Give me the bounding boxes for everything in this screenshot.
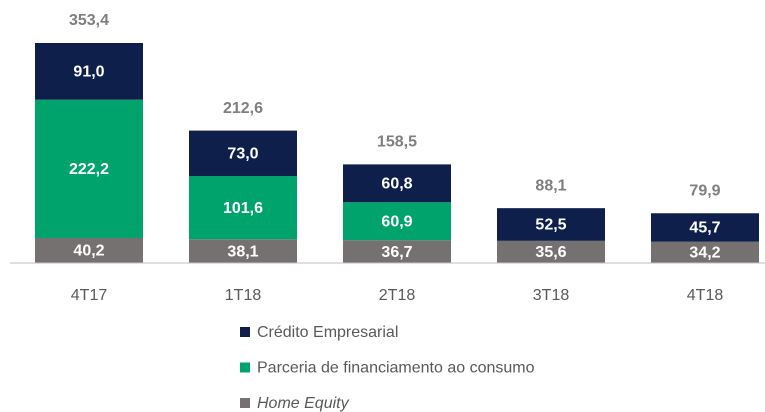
segment-label: 36,7 (381, 244, 412, 261)
segment-label: 60,9 (381, 213, 412, 230)
segment-label: 45,7 (689, 220, 720, 237)
x-tick-label: 1T18 (225, 287, 262, 304)
segment-label: 222,2 (69, 161, 109, 178)
bar-segment (189, 176, 297, 240)
segment-label: 91,0 (73, 64, 104, 81)
segment-label: 35,6 (535, 244, 566, 261)
segment-label: 34,2 (689, 245, 720, 262)
x-tick-label: 4T17 (71, 287, 108, 304)
legend-swatch (240, 398, 250, 408)
segment-label: 73,0 (227, 146, 258, 163)
bar-segment (35, 237, 143, 263)
legend-label: Parceria de financiamento ao consumo (257, 360, 535, 377)
total-label: 79,9 (689, 182, 720, 199)
bar-segment (651, 213, 759, 242)
segment-label: 38,1 (227, 243, 258, 260)
segment-label: 101,6 (223, 200, 263, 217)
total-label: 88,1 (535, 177, 566, 194)
segment-label: 52,5 (535, 217, 566, 234)
bar-segment (343, 202, 451, 241)
bar-segment (497, 208, 605, 241)
bar-segment (189, 239, 297, 263)
x-tick-label: 3T18 (533, 287, 570, 304)
total-label: 158,5 (377, 134, 417, 151)
bar-segment (343, 240, 451, 263)
legend-swatch (240, 362, 250, 373)
total-label: 353,4 (69, 12, 109, 29)
legend-label: Home Equity (257, 395, 350, 412)
x-tick-label: 4T18 (687, 287, 724, 304)
bar-segment (189, 130, 297, 177)
bar-segment (497, 240, 605, 263)
bar-segment (35, 43, 143, 100)
total-label: 212,6 (223, 100, 263, 117)
segment-label: 60,8 (381, 176, 412, 193)
x-tick-label: 2T18 (379, 287, 416, 304)
legend-label: Crédito Empresarial (257, 324, 398, 341)
bar-segment (343, 164, 451, 203)
bar-segment (651, 241, 759, 263)
legend-swatch (240, 327, 250, 337)
segment-label: 40,2 (73, 243, 104, 260)
bar-segment (35, 99, 143, 238)
